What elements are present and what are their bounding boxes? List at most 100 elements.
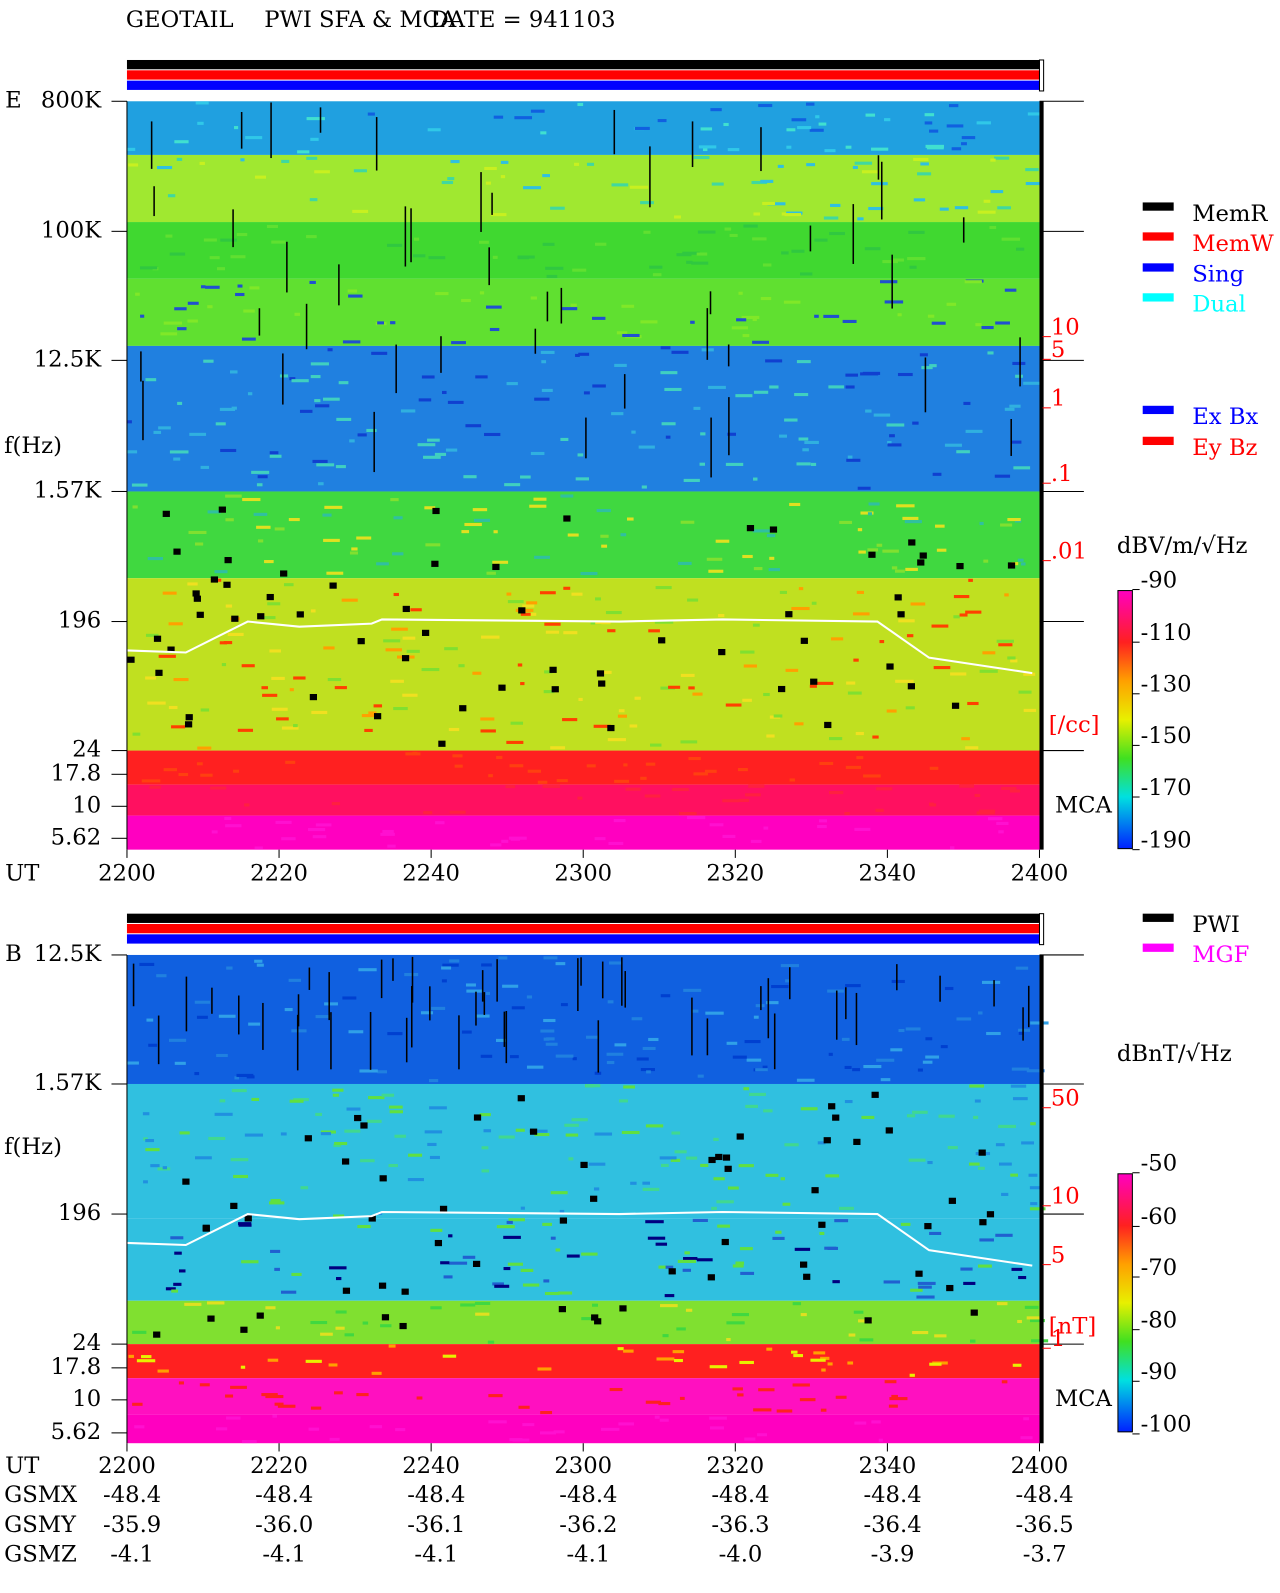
dropout — [948, 1197, 956, 1204]
legend-swatch — [1142, 263, 1174, 272]
spectrogram-pixel — [543, 690, 555, 694]
spectrogram-pixel — [327, 677, 342, 682]
spectrogram-pixel — [1012, 1363, 1022, 1367]
spectrogram-pixel — [713, 1177, 725, 1181]
spectrogram-pixel — [265, 1395, 284, 1399]
spectrogram-pixel — [306, 235, 317, 239]
spectrogram-pixel — [1023, 708, 1037, 712]
spectrogram-pixel — [233, 1174, 249, 1179]
spectrogram-pixel — [388, 1105, 403, 1109]
orbit-value: -36.4 — [863, 1512, 921, 1538]
density-label: 10 — [1051, 314, 1080, 340]
spectrogram-pixel — [884, 1380, 897, 1384]
spectrogram-pixel — [237, 284, 243, 288]
dropout — [329, 582, 337, 589]
spectrogram-pixel — [708, 569, 724, 573]
spectrogram-pixel — [560, 437, 569, 441]
spectrogram-pixel — [177, 401, 183, 405]
spectrogram-pixel — [294, 312, 301, 316]
spectrogram-pixel — [797, 126, 812, 130]
spectrogram-pixel — [1018, 690, 1032, 694]
dropout — [266, 593, 274, 601]
spectrogram-pixel — [165, 1287, 176, 1291]
spectrogram-pixel — [328, 1363, 338, 1367]
dropout — [724, 1165, 732, 1172]
spectrogram-pixel — [753, 390, 769, 394]
spectrogram-pixel — [744, 1040, 761, 1044]
spectrogram-pixel — [162, 591, 177, 595]
spectrogram-pixel — [288, 517, 300, 522]
colorbar-label: -130 — [1141, 672, 1192, 698]
spectrogram-pixel — [473, 518, 491, 522]
spectrogram-pixel — [383, 639, 401, 643]
spectrogram-pixel — [1029, 1319, 1045, 1323]
spectrogram-pixel — [550, 1236, 556, 1240]
spectrogram-pixel — [804, 440, 819, 444]
spectrogram-pixel — [546, 274, 558, 278]
dropout — [986, 1211, 995, 1218]
spectrogram-pixel — [650, 743, 662, 747]
freq-label: 5.62 — [51, 824, 102, 850]
spectrogram-pixel — [1010, 1173, 1019, 1177]
spectrogram-pixel — [351, 547, 358, 551]
spectrogram-pixel — [257, 539, 264, 543]
spectrogram-pixel — [288, 978, 302, 982]
spectrogram-pixel — [479, 1113, 491, 1117]
density-label: 1 — [1051, 386, 1065, 412]
spectrogram-pixel — [886, 423, 905, 427]
density-unit: [nT] — [1049, 1314, 1096, 1340]
spectrogram-pixel — [979, 521, 984, 526]
time-title: UT — [5, 1453, 39, 1479]
spectrogram-pixel — [544, 1291, 560, 1296]
spectrogram-pixel — [199, 161, 205, 165]
spectrogram-pixel — [929, 129, 939, 133]
spectrogram-pixel — [750, 839, 762, 843]
spectrogram-pixel — [867, 512, 873, 516]
dropout — [907, 683, 915, 690]
spectrogram-pixel — [798, 587, 804, 591]
spectrogram-pixel — [679, 811, 697, 816]
spectrogram-pixel — [891, 979, 905, 984]
spectrogram-pixel — [990, 158, 996, 162]
spectrogram-pixel — [981, 325, 994, 330]
spectrogram-pixel — [1001, 1192, 1009, 1196]
spectrogram-pixel — [127, 450, 138, 454]
spectrogram-pixel — [484, 432, 501, 437]
spectrogram-pixel — [743, 224, 758, 228]
spectrogram-pixel — [178, 772, 189, 777]
spectrogram-pixel — [626, 517, 634, 521]
spectrogram-pixel — [929, 802, 934, 806]
spectrogram-pixel — [1016, 247, 1025, 251]
spectrogram-pixel — [1004, 407, 1015, 411]
spectrogram-pixel — [136, 1359, 156, 1363]
spectrogram-pixel — [475, 375, 488, 379]
time-label: 2300 — [554, 860, 612, 886]
spectrogram-pixel — [390, 321, 396, 325]
spectrogram-pixel — [504, 483, 521, 487]
dropout — [173, 548, 181, 555]
colorbar-label: -100 — [1141, 1412, 1192, 1438]
spectrogram-pixel — [979, 809, 996, 813]
spectrogram-pixel — [289, 377, 296, 381]
dropout — [946, 1284, 954, 1292]
spectrogram-pixel — [215, 1427, 228, 1431]
dropout — [970, 1309, 978, 1316]
dropout — [498, 684, 506, 691]
spectrogram-band — [126, 954, 1040, 1084]
spectrogram-pixel — [334, 1391, 343, 1395]
spectrogram-pixel — [975, 323, 982, 327]
spectrogram-pixel — [427, 128, 441, 132]
dropout — [551, 686, 559, 693]
spectrogram-pixel — [847, 455, 853, 459]
spectrogram-pixel — [382, 829, 394, 834]
spectrogram-pixel — [876, 543, 883, 547]
orbit-value: -35.9 — [103, 1512, 161, 1538]
spectrogram-pixel — [649, 265, 663, 269]
spectrogram-pixel — [309, 198, 318, 202]
spectrogram-pixel — [961, 142, 967, 146]
dropout — [431, 560, 439, 567]
status-bar — [126, 934, 1040, 944]
spectrogram-pixel — [393, 707, 408, 711]
spectrogram-pixel — [594, 1071, 602, 1075]
time-label: 2400 — [1011, 1453, 1069, 1479]
